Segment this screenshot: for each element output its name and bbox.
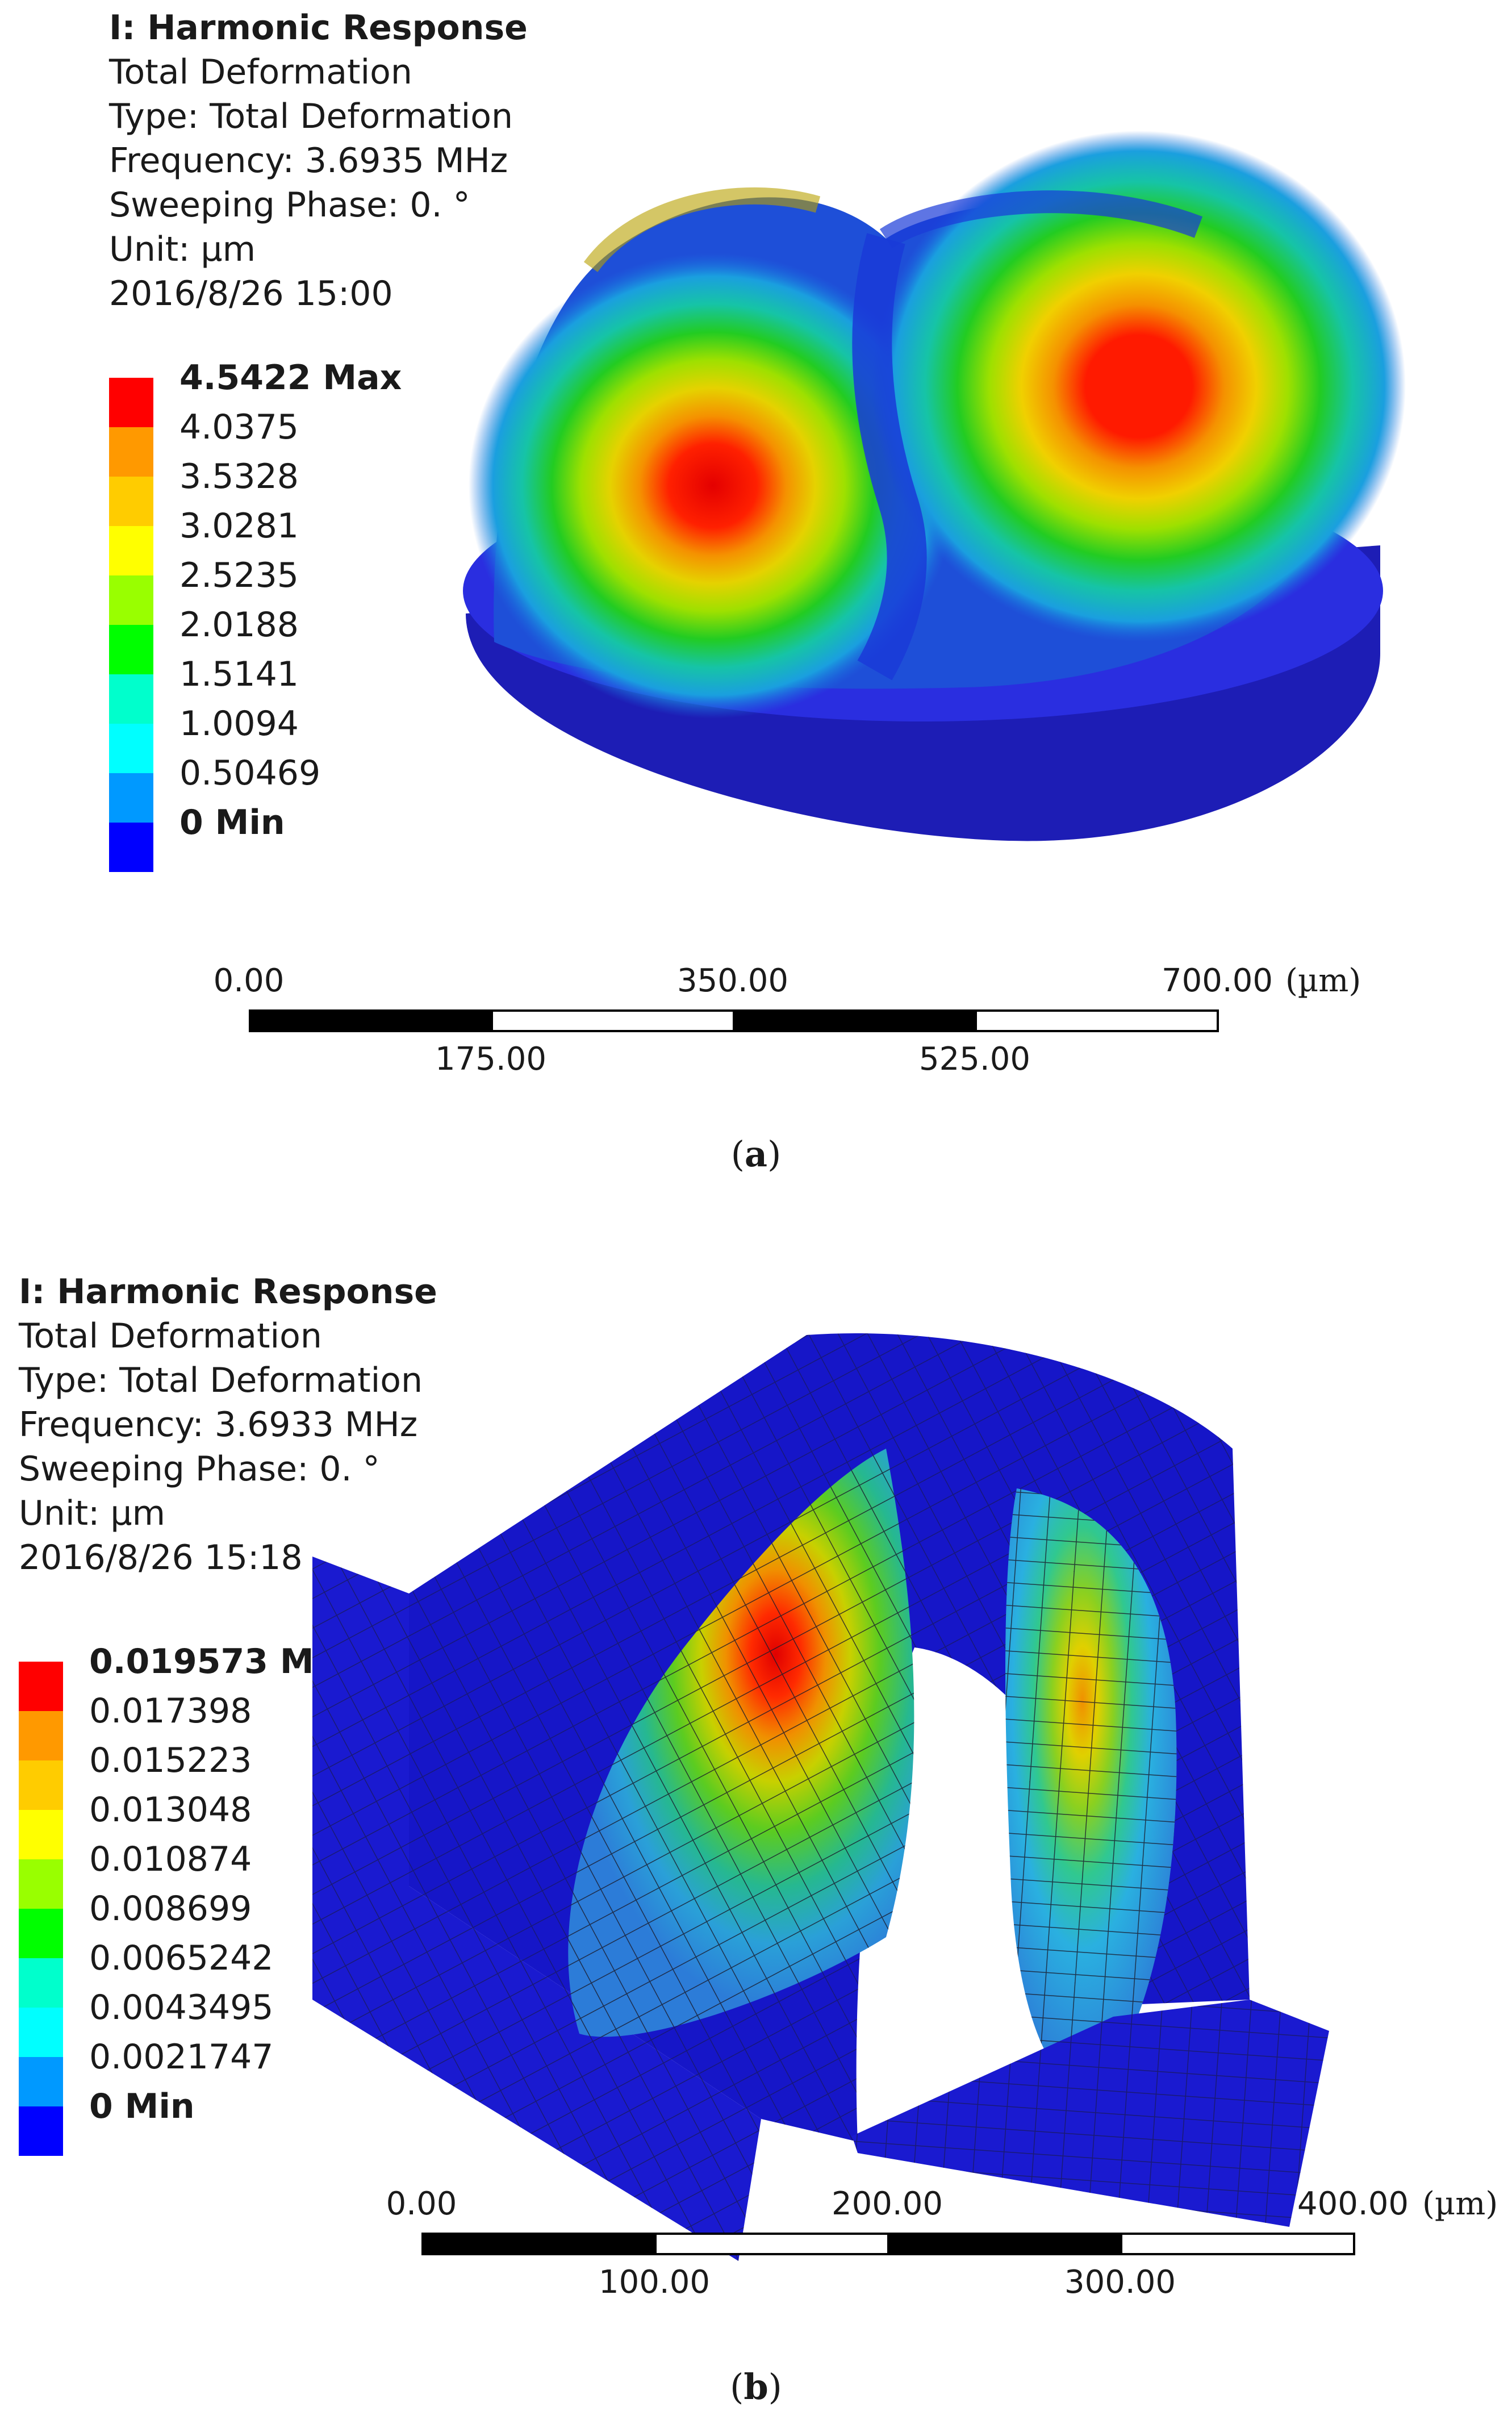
legend-swatch: [19, 1909, 63, 1958]
legend-label: 2.5235: [179, 556, 299, 595]
legend-swatch: [19, 1760, 63, 1810]
result-type: Type: Total Deformation: [19, 1361, 423, 1400]
timestamp: 2016/8/26 15:18: [19, 1538, 303, 1578]
legend-label: 2.0188: [179, 605, 299, 645]
deformation-model-a: [463, 131, 1406, 841]
unit: Unit: µm: [109, 230, 256, 269]
scale-segment: [249, 1009, 493, 1032]
legend-min-label: 0 Min: [179, 803, 285, 842]
legend-swatch: [19, 2008, 63, 2057]
legend-swatch: [109, 823, 153, 872]
scale-label: 100.00: [599, 2264, 710, 2301]
scale-label: 200.00: [832, 2185, 943, 2222]
sweeping-phase: Sweeping Phase: 0. °: [109, 185, 470, 225]
legend-swatch: [109, 477, 153, 526]
legend-swatch: [19, 1958, 63, 2008]
legend-label: 0.017398: [89, 1691, 252, 1731]
info-block-a: I: Harmonic Response Total Deformation T…: [109, 6, 528, 316]
deformation-model-b: [312, 1333, 1329, 2261]
panel-a: I: Harmonic Response Total Deformation T…: [0, 0, 1512, 1210]
legend-label: 3.5328: [179, 457, 299, 497]
scale-segment: [654, 2233, 889, 2255]
caption-b: (b): [730, 2366, 782, 2408]
legend-max-label: 4.5422 Max: [179, 358, 402, 398]
scale-unit: (µm): [1422, 2185, 1498, 2222]
legend-label: 3.0281: [179, 506, 299, 546]
legend-swatch: [109, 674, 153, 724]
result-name: Total Deformation: [109, 52, 412, 92]
analysis-title: I: Harmonic Response: [109, 8, 528, 48]
info-block-b: I: Harmonic Response Total Deformation T…: [19, 1270, 437, 1580]
scale-label: 0.00: [213, 962, 285, 999]
legend-label: 0.015223: [89, 1741, 252, 1780]
scale-unit: (µm): [1285, 962, 1361, 999]
legend-swatch: [109, 625, 153, 674]
scale-segment: [975, 1009, 1219, 1032]
legend-label: 1.0094: [179, 704, 299, 744]
scale-segment: [733, 1009, 977, 1032]
legend-min-label: 0 Min: [89, 2087, 195, 2126]
legend-swatch: [19, 1711, 63, 1760]
scale-label: 700.00: [1162, 962, 1273, 999]
frequency: Frequency: 3.6933 MHz: [19, 1405, 418, 1445]
legend-swatch: [109, 575, 153, 625]
timestamp: 2016/8/26 15:00: [109, 274, 393, 314]
scale-label: 400.00: [1297, 2185, 1409, 2222]
analysis-title: I: Harmonic Response: [19, 1272, 437, 1312]
legend-swatch: [19, 1810, 63, 1859]
scale-segment: [1120, 2233, 1355, 2255]
legend-swatch: [19, 1859, 63, 1909]
legend-label: 0.013048: [89, 1790, 252, 1830]
scale-segment: [421, 2233, 657, 2255]
legend-label: 0.0065242: [89, 1938, 274, 1978]
unit: Unit: µm: [19, 1493, 166, 1533]
legend-label: 0.50469: [179, 753, 321, 793]
legend-label: 1.5141: [179, 654, 299, 694]
legend-swatch: [109, 773, 153, 823]
legend-label: 0.008699: [89, 1889, 252, 1929]
legend-swatch: [109, 427, 153, 477]
frequency: Frequency: 3.6935 MHz: [109, 141, 508, 181]
legend-swatch: [109, 724, 153, 773]
legend-swatch: [109, 526, 153, 575]
caption-a: (a): [730, 1133, 782, 1175]
result-type: Type: Total Deformation: [109, 97, 513, 136]
legend-label: 4.0375: [179, 407, 299, 447]
result-name: Total Deformation: [19, 1316, 322, 1356]
scale-label: 175.00: [435, 1041, 546, 1078]
scale-label: 0.00: [386, 2185, 457, 2222]
sweeping-phase: Sweeping Phase: 0. °: [19, 1449, 380, 1489]
scale-segment: [491, 1009, 735, 1032]
legend-label: 0.0021747: [89, 2037, 274, 2077]
scale-label: 525.00: [919, 1041, 1030, 1078]
legend-label: 0.0043495: [89, 1988, 274, 2027]
scale-label: 300.00: [1064, 2264, 1176, 2301]
scale-label: 350.00: [677, 962, 788, 999]
legend-swatch: [19, 1662, 63, 1711]
legend-swatch: [19, 2106, 63, 2156]
scale-segment: [887, 2233, 1122, 2255]
panel-b: I: Harmonic Response Total Deformation T…: [0, 1261, 1512, 2424]
legend-label: 0.010874: [89, 1839, 252, 1879]
legend-swatch: [109, 378, 153, 427]
legend-swatch: [19, 2057, 63, 2106]
